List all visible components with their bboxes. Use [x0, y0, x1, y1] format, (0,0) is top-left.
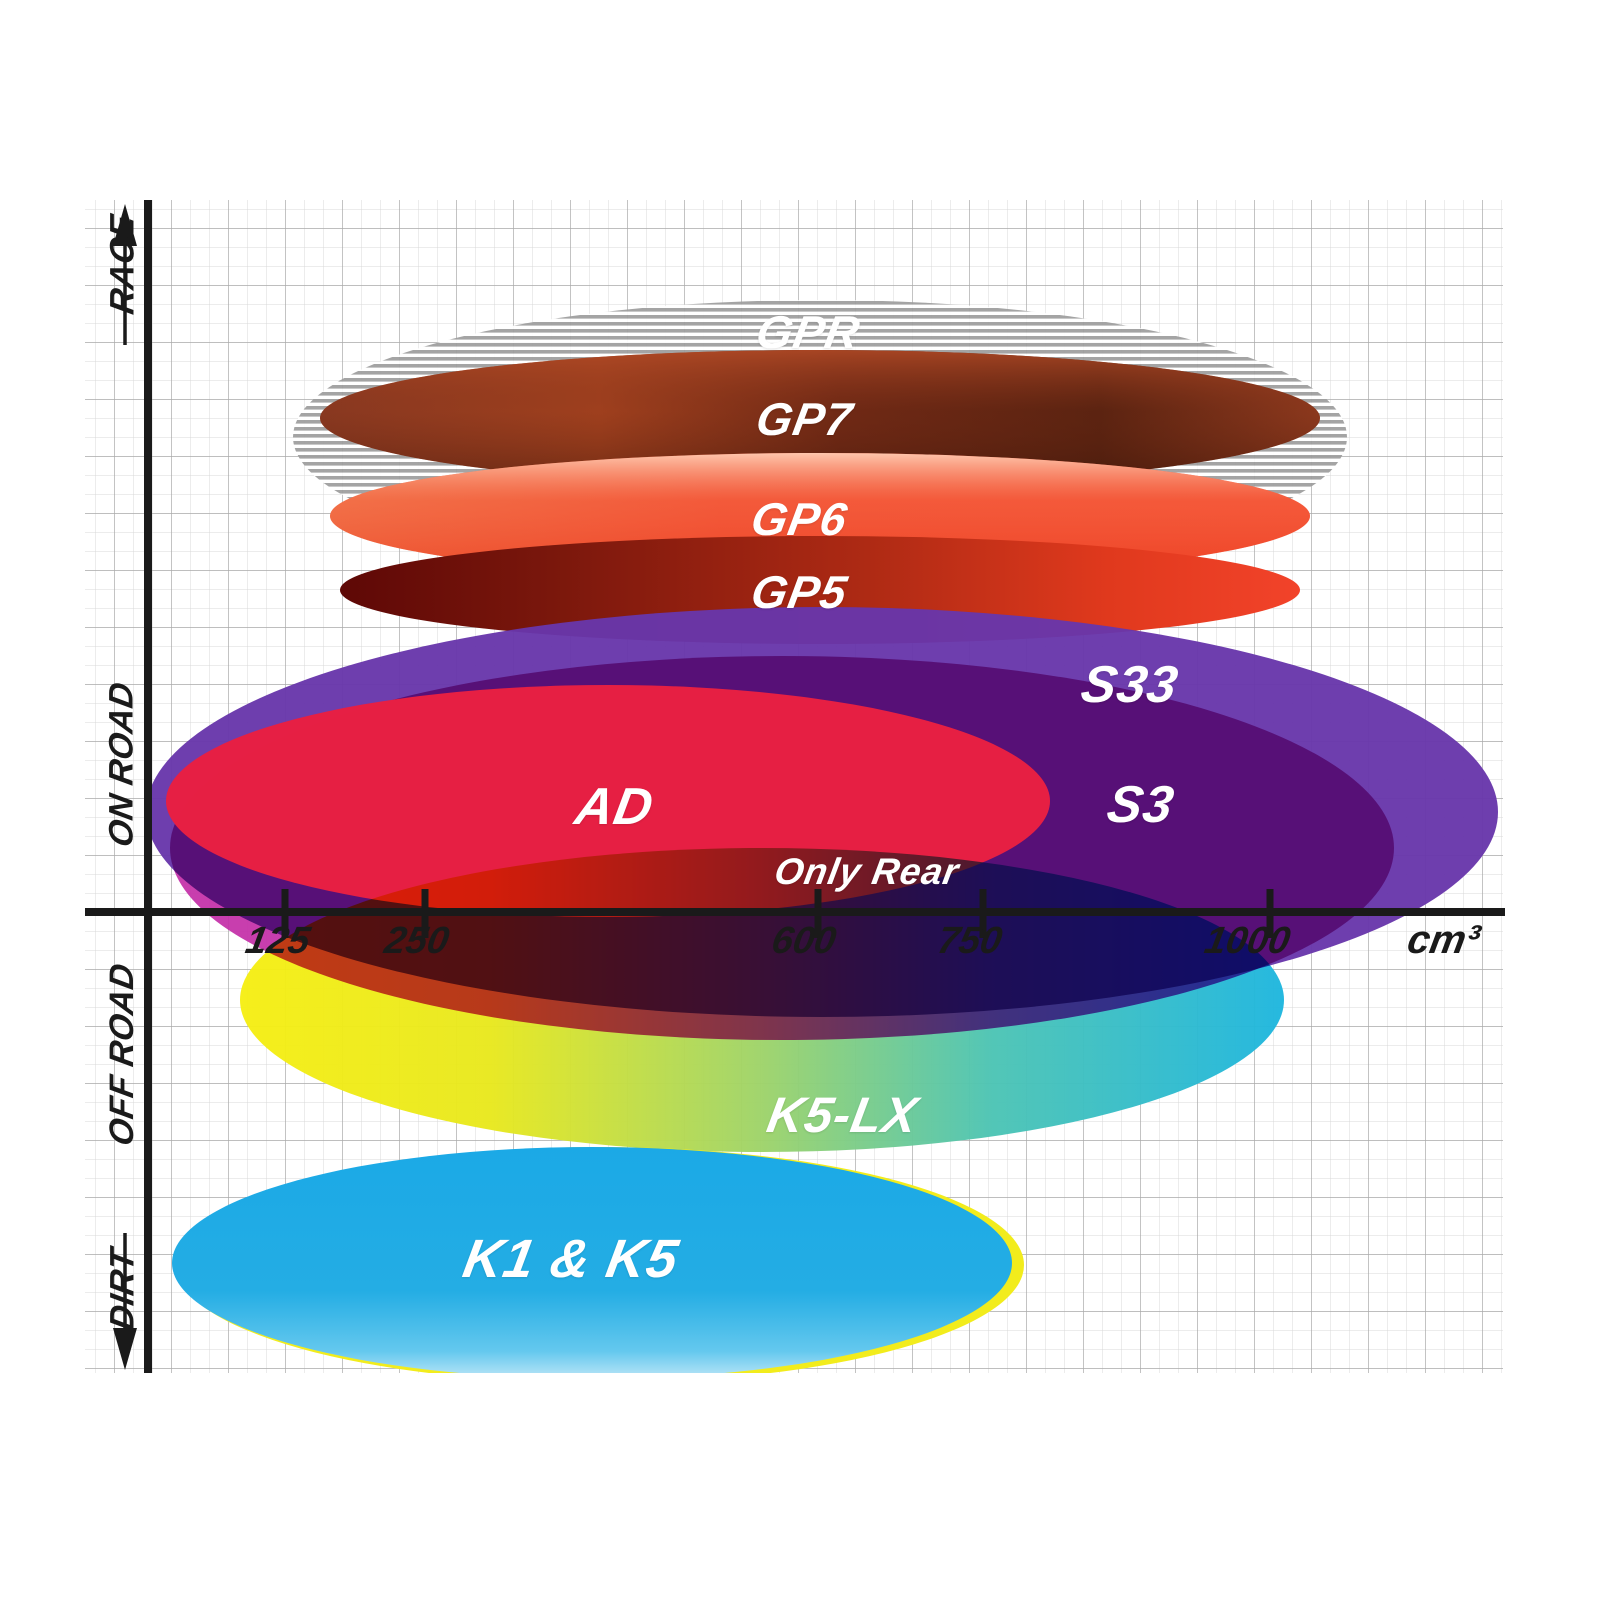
x-axis-unit-label: cm³ — [1404, 918, 1484, 962]
series-label-s3: S3 — [1102, 776, 1179, 834]
ellipse-k1k5 — [172, 1147, 1024, 1373]
y-zone-label-off-road: OFF ROAD — [103, 960, 141, 1149]
ellipse-gp5 — [340, 536, 1300, 644]
axis-layer — [85, 200, 1505, 1373]
y-zone-label-race: RACE — [103, 211, 142, 317]
x-tick-label-600: 600 — [768, 920, 840, 962]
series-label-k5lx: K5-LX — [763, 1087, 923, 1143]
series-label-gp6: GP6 — [747, 493, 852, 545]
dirt-arrow — [113, 1233, 137, 1370]
series-label-ad: AD — [570, 778, 659, 836]
x-tick-label-1000: 1000 — [1201, 920, 1294, 962]
x-tick-label-250: 250 — [381, 920, 453, 962]
annotation-only-rear: Only Rear — [771, 851, 963, 892]
series-label-gp7: GP7 — [752, 393, 857, 445]
y-zone-label-on-road: ON ROAD — [102, 679, 141, 850]
y-zone-label-dirt: DIRT — [103, 1245, 142, 1334]
ellipse-k5lx — [240, 848, 1284, 1152]
x-axis-ticks — [281, 889, 1274, 938]
series-label-s33: S33 — [1076, 656, 1183, 714]
race-arrow — [113, 204, 137, 345]
x-tick-label-750: 750 — [934, 920, 1006, 962]
x-tick-label-125: 125 — [242, 920, 314, 962]
series-label-k1k5: K1 & K5 — [458, 1229, 684, 1289]
series-label-gpr: GPR — [752, 306, 865, 358]
ellipse-gp7 — [320, 350, 1320, 486]
series-label-gp5: GP5 — [747, 566, 852, 618]
